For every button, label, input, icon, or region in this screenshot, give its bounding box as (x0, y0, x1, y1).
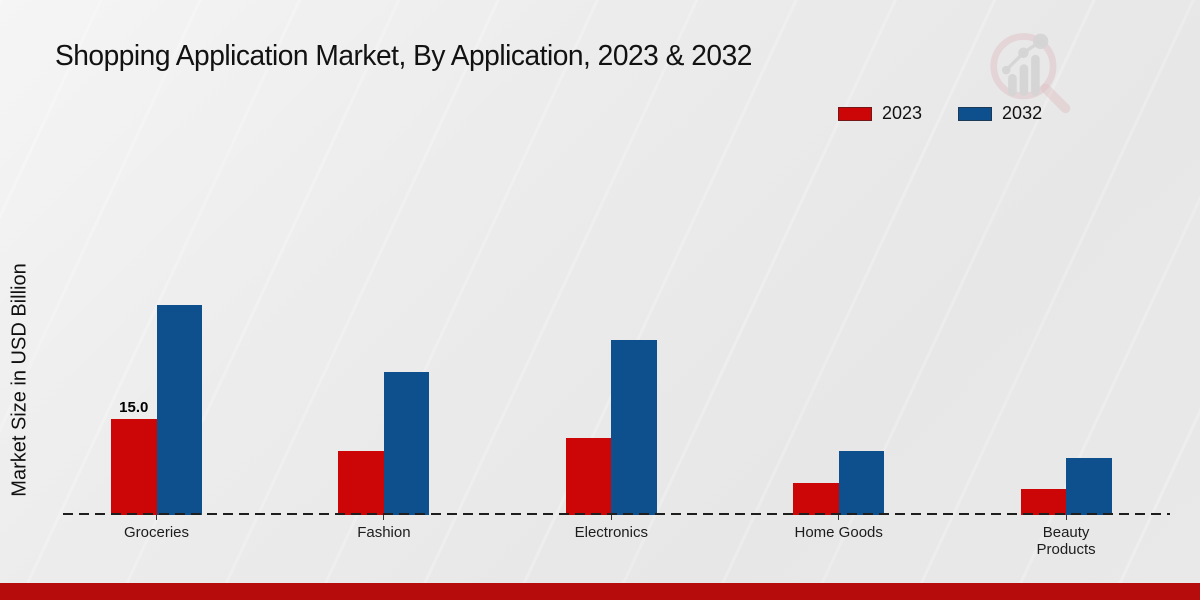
x-axis-tick (156, 515, 157, 520)
x-tick-label-electronics: Electronics (574, 524, 648, 541)
bar-2023-groceries: 15.0 (111, 399, 157, 515)
legend-entry-2032: 2032 (958, 103, 1042, 124)
market-research-magnifier-logo (990, 33, 1071, 114)
bar-group-fashion (338, 372, 430, 515)
bar-group-electronics (565, 340, 657, 515)
bar-2032-groceries (156, 305, 202, 515)
x-tick-label-groceries: Groceries (123, 524, 190, 541)
legend-label: 2023 (882, 103, 923, 123)
legend-label: 2032 (1002, 103, 1043, 123)
bar-2023-fashion (338, 451, 384, 515)
legend-swatch-2023 (838, 106, 872, 121)
x-axis-tick (610, 515, 612, 520)
x-tick-label-beauty: Beauty Products (1036, 524, 1096, 559)
legend-swatch-2032 (958, 106, 993, 121)
x-tick-label-fashion: Fashion (357, 524, 411, 541)
bar-group-beauty (1020, 458, 1112, 515)
bar-2032-electronics (611, 340, 657, 515)
legend-entry-2023: 2023 (838, 103, 922, 124)
bar-2023-home-goods (793, 483, 839, 515)
bar-2032-beauty (1066, 458, 1112, 515)
bar-2032-fashion (383, 372, 430, 515)
x-axis-tick (383, 515, 385, 520)
chart-legend: 2023 2032 (838, 103, 1042, 124)
bar-2023-beauty (1020, 489, 1067, 515)
bar-group-home-goods (793, 451, 885, 515)
footer-accent-bar (0, 583, 1200, 600)
bar-2023-electronics (565, 438, 612, 515)
x-axis-tick (1065, 515, 1067, 520)
chart-title: Shopping Application Market, By Applicat… (55, 40, 752, 72)
bar-2032-home-goods (838, 451, 885, 515)
x-axis-dashed-baseline (63, 513, 1170, 515)
x-axis-tick (838, 515, 840, 520)
bar-group-groceries: 15.0 (111, 305, 202, 515)
bar-value-label: 15.0 (119, 399, 149, 416)
x-tick-label-home-goods: Home Goods (794, 524, 883, 541)
